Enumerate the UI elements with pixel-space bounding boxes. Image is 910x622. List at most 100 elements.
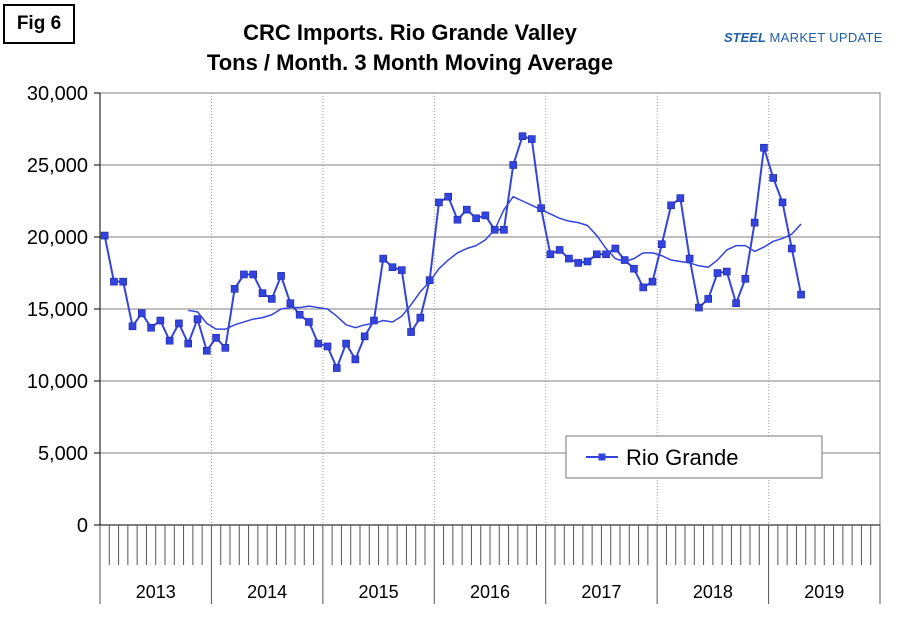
data-point-marker: [351, 355, 360, 364]
figure-label: Fig 6: [3, 4, 75, 44]
data-point-marker: [286, 299, 295, 308]
data-point-marker: [472, 214, 480, 223]
data-point-marker: [360, 332, 369, 341]
data-point-marker: [221, 344, 230, 352]
data-point-marker: [797, 290, 805, 299]
data-point-marker: [481, 211, 490, 220]
data-point-marker: [695, 303, 703, 312]
y-tick-label: 10,000: [27, 371, 88, 393]
data-point-marker: [760, 143, 768, 152]
data-point-marker: [704, 295, 713, 303]
data-point-marker: [323, 342, 332, 351]
data-point-marker: [509, 161, 518, 169]
data-point-marker: [184, 339, 193, 348]
legend: Rio Grande: [565, 435, 823, 479]
data-point-marker: [527, 135, 536, 143]
data-point-marker: [249, 270, 258, 279]
x-year-label: 2015: [359, 582, 399, 602]
data-point-marker: [277, 272, 285, 280]
data-point-marker: [193, 315, 202, 323]
data-point-marker: [388, 263, 397, 272]
data-point-marker: [397, 266, 406, 274]
data-point-marker: [750, 218, 759, 227]
data-point-marker: [657, 240, 666, 248]
data-point-marker: [128, 322, 137, 331]
data-point-marker: [202, 346, 211, 355]
data-point-marker: [175, 319, 183, 328]
x-year-label: 2017: [581, 582, 621, 602]
data-point-marker: [425, 276, 434, 285]
y-tick-label: 15,000: [27, 299, 88, 321]
x-year-label: 2016: [470, 582, 510, 602]
data-point-marker: [713, 269, 722, 277]
data-point-marker: [165, 336, 174, 345]
data-point-marker: [230, 285, 239, 293]
y-tick-label: 30,000: [27, 83, 88, 105]
data-point-marker: [602, 250, 610, 259]
data-point-marker: [546, 250, 555, 259]
data-point-marker: [555, 246, 564, 254]
data-point-marker: [314, 339, 323, 348]
data-point-marker: [156, 316, 165, 325]
data-point-marker: [258, 289, 267, 297]
data-point-marker: [110, 277, 118, 286]
data-point-marker: [444, 192, 453, 201]
data-point-marker: [137, 309, 146, 318]
data-point-marker: [305, 318, 313, 326]
data-point-marker: [119, 277, 128, 286]
data-point-marker: [732, 299, 740, 308]
data-point-marker: [212, 333, 220, 342]
data-point-marker: [685, 254, 694, 263]
data-point-marker: [379, 254, 388, 263]
data-point-marker: [500, 226, 508, 234]
data-point-marker: [240, 270, 248, 279]
brand-logo-part-2: MARKET UPDATE: [769, 30, 883, 45]
chart-title-line-2: Tons / Month. 3 Month Moving Average: [206, 50, 614, 75]
data-point-marker: [676, 194, 685, 202]
data-point-marker: [147, 323, 155, 332]
data-point-marker: [267, 295, 276, 303]
data-point-marker: [416, 313, 425, 322]
brand-logo-part-1: STEEL: [724, 30, 766, 45]
data-point-marker: [769, 174, 778, 182]
data-point-marker: [583, 257, 592, 266]
data-point-marker: [462, 205, 471, 214]
x-year-label: 2014: [247, 582, 287, 602]
series: [100, 132, 805, 372]
data-point-marker: [667, 201, 675, 210]
chart-title-line-1: CRC Imports. Rio Grande Valley: [243, 20, 577, 45]
data-point-marker: [722, 267, 731, 276]
axes: 0 5,000 10,000 15,000 20,000 25,000 30,000 2013…: [27, 83, 881, 604]
data-point-marker: [611, 244, 620, 253]
series-line-rio-grande: [103, 135, 803, 370]
legend-label: Rio Grande: [626, 445, 739, 470]
data-point-marker: [295, 310, 304, 319]
y-tick-label: 5,000: [38, 443, 88, 465]
x-year-label: 2018: [693, 582, 733, 602]
y-tick-label: 25,000: [27, 155, 88, 177]
x-year-label: 2019: [804, 582, 844, 602]
data-point-marker: [453, 215, 462, 224]
data-point-marker: [778, 198, 787, 207]
data-point-marker: [574, 259, 583, 267]
data-point-marker: [435, 198, 443, 207]
chart-title: CRC Imports. Rio Grande Valley Tons / Mo…: [150, 18, 670, 78]
data-point-marker: [342, 339, 350, 348]
data-point-marker: [407, 328, 415, 336]
data-point-marker: [592, 250, 601, 259]
data-point-marker: [518, 132, 527, 140]
data-point-marker: [741, 274, 750, 283]
brand-logo: STEEL MARKET UPDATE: [724, 30, 883, 45]
data-point-marker: [639, 283, 648, 292]
data-point-marker: [648, 277, 657, 286]
data-point-marker: [332, 364, 341, 372]
y-tick-label: 20,000: [27, 227, 88, 249]
data-point-marker: [787, 244, 796, 253]
x-year-label: 2013: [136, 582, 176, 602]
data-point-marker: [630, 264, 638, 273]
legend-marker-swatch: [598, 453, 606, 461]
y-tick-label: 0: [77, 515, 88, 537]
data-point-marker: [100, 231, 109, 240]
data-point-marker: [565, 254, 573, 263]
